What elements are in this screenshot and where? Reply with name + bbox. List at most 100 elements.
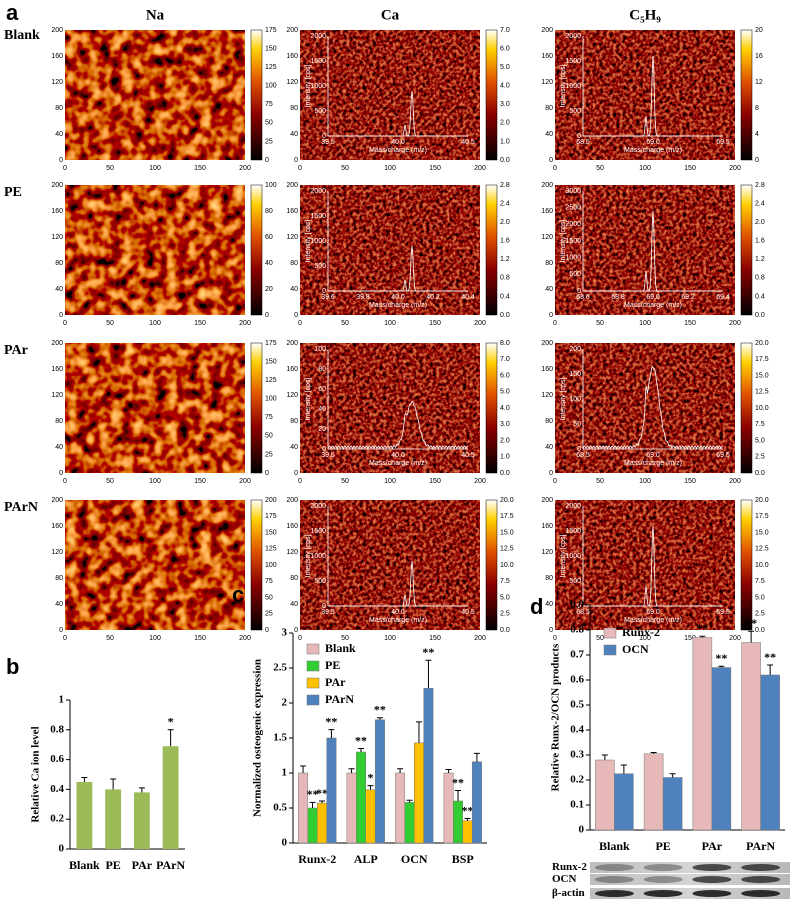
sims-image <box>554 29 736 161</box>
colorbar-label: 80 <box>265 208 273 215</box>
image-x-tick: 150 <box>684 635 696 642</box>
inset-spectrum <box>583 55 723 137</box>
image-y-tick: 40 <box>290 286 298 293</box>
image-y-tick: 0 <box>59 312 63 319</box>
inset-y-tick: 1000 <box>565 553 581 560</box>
image-y-tick: 200 <box>286 340 298 347</box>
image-y-tick: 80 <box>290 260 298 267</box>
image-y-tick: 40 <box>55 131 63 138</box>
colorbar-label: 25 <box>265 451 273 458</box>
x-tick-label: PAr <box>702 839 723 853</box>
inset-y-label: Intensity [cps] <box>560 378 567 421</box>
colorbar-label: 8.0 <box>500 340 510 347</box>
y-tick-label: 3 <box>282 627 288 639</box>
colorbar-label: 1.0 <box>500 454 510 461</box>
legend-label: PE <box>325 658 340 672</box>
legend-label: PArN <box>325 692 354 706</box>
image-x-tick: 150 <box>684 478 696 485</box>
inset-y-tick: 500 <box>314 578 326 585</box>
image-x-tick: 0 <box>553 165 557 172</box>
inset-x-tick: 40.5 <box>461 139 475 146</box>
blot-band <box>594 876 634 883</box>
blot-band <box>692 864 732 871</box>
inset-x-tick: 68.8 <box>611 294 625 301</box>
colorbar-label: 6.0 <box>500 372 510 379</box>
inset-spectrum <box>327 400 469 451</box>
inset-y-tick: 1500 <box>310 58 326 65</box>
error-bar <box>138 787 145 793</box>
y-tick-label: 0.5 <box>273 802 287 814</box>
inset-x-label: Mass/charge (m/z) <box>369 617 427 624</box>
colorbar-label: 0.0 <box>500 157 510 164</box>
colorbar <box>485 29 498 161</box>
image-x-tick: 50 <box>106 320 114 327</box>
colorbar-label: 12.5 <box>500 546 514 553</box>
image-x-tick: 50 <box>596 320 604 327</box>
image-y-tick: 120 <box>51 79 63 86</box>
significance: ** <box>325 714 337 728</box>
significance: ** <box>715 651 727 665</box>
colorbar-label: 2.0 <box>500 120 510 127</box>
bar <box>595 759 615 831</box>
colorbar <box>740 342 753 474</box>
y-tick-label: 0.3 <box>570 749 584 761</box>
image-x-tick: 150 <box>429 320 441 327</box>
colorbar-label: 1.6 <box>755 238 765 245</box>
blot-strip <box>590 874 790 885</box>
image-x-tick: 50 <box>106 165 114 172</box>
legend-swatch <box>306 643 320 655</box>
y-tick-label: 0.6 <box>570 674 584 686</box>
error-bar <box>748 630 755 643</box>
significance: ** <box>745 616 757 630</box>
colorbar-label: 7.0 <box>500 356 510 363</box>
colorbar-label: 1.2 <box>755 256 765 263</box>
image-y-tick: 160 <box>286 523 298 530</box>
image-x-tick: 200 <box>239 635 251 642</box>
colorbar-label: 7.5 <box>755 578 765 585</box>
bar <box>662 777 683 831</box>
image-x-tick: 50 <box>596 478 604 485</box>
colorbar-label: 2.0 <box>500 437 510 444</box>
image-x-tick: 150 <box>684 320 696 327</box>
colorbar-label: 1.6 <box>500 238 510 245</box>
inset-y-tick: 60 <box>318 386 326 393</box>
sims-image <box>554 184 736 316</box>
y-axis-label: Relative Runx-2/OCN products <box>550 643 562 791</box>
inset-x-tick: 39.6 <box>321 294 335 301</box>
error-bar <box>464 818 471 821</box>
image-x-tick: 150 <box>194 320 206 327</box>
x-tick-label: Runx-2 <box>298 852 336 866</box>
legend-swatch <box>306 677 320 689</box>
blot-band <box>741 876 781 883</box>
image-x-tick: 50 <box>341 165 349 172</box>
colorbar-label: 25 <box>265 138 273 145</box>
inset-y-tick: 2000 <box>310 503 326 510</box>
inset-y-tick: 100 <box>569 396 581 403</box>
colorbar-label: 0.0 <box>500 312 510 319</box>
image-x-tick: 150 <box>429 165 441 172</box>
colorbar-label: 12.5 <box>755 546 769 553</box>
inset-y-tick: 2000 <box>310 188 326 195</box>
row-label: PAr <box>4 343 28 358</box>
image-x-tick: 50 <box>106 635 114 642</box>
image-y-tick: 0 <box>294 157 298 164</box>
inset-y-tick: 0 <box>322 133 326 140</box>
image-y-tick: 160 <box>541 366 553 373</box>
colorbar-label: 0.8 <box>500 275 510 282</box>
error-bar <box>167 729 174 747</box>
colorbar <box>740 29 753 161</box>
inset-x-tick: 40.0 <box>391 139 405 146</box>
inset-y-tick: 1000 <box>310 238 326 245</box>
y-tick-label: 0.7 <box>570 649 584 661</box>
image-y-tick: 200 <box>51 27 63 34</box>
colorbar-label: 0.4 <box>500 293 510 300</box>
image-y-tick: 40 <box>55 286 63 293</box>
image-y-tick: 120 <box>51 392 63 399</box>
blot-strip <box>590 888 790 899</box>
image-x-tick: 100 <box>384 635 396 642</box>
image-y-tick: 0 <box>549 312 553 319</box>
colorbar-label: 125 <box>265 377 277 384</box>
image-x-tick: 200 <box>474 635 486 642</box>
colorbar-label: 4.0 <box>500 83 510 90</box>
colorbar-label: 2.4 <box>500 200 510 207</box>
